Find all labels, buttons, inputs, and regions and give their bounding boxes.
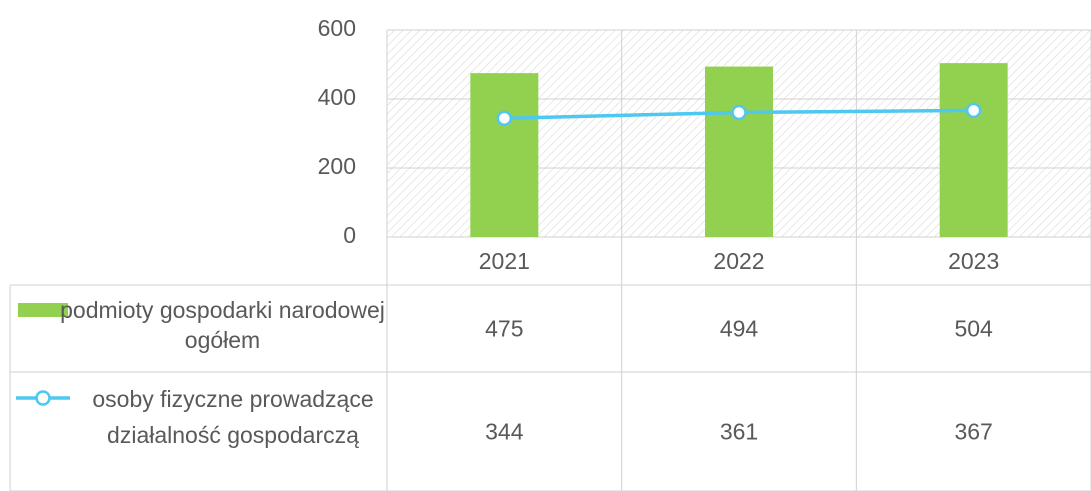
- bar: [705, 66, 773, 237]
- x-tick-label: 2021: [479, 248, 530, 274]
- table-value: 344: [485, 419, 524, 445]
- x-tick-label: 2023: [948, 248, 999, 274]
- table-value: 494: [720, 316, 759, 342]
- line-marker: [496, 110, 513, 127]
- bar: [939, 63, 1008, 238]
- y-tick-label: 400: [318, 84, 356, 110]
- y-tick-label: 0: [343, 222, 356, 248]
- legend-key: [18, 303, 68, 317]
- table-value: 367: [954, 419, 992, 445]
- y-tick-label: 200: [318, 153, 356, 179]
- table-value: 475: [485, 316, 523, 342]
- x-tick-label: 2022: [713, 248, 764, 274]
- table-value: 361: [720, 419, 758, 445]
- line-marker: [965, 102, 982, 119]
- line-marker: [731, 104, 747, 121]
- bar: [470, 73, 539, 237]
- legend-key-marker: [35, 390, 51, 406]
- y-tick-label: 600: [318, 15, 356, 41]
- table-value: 504: [954, 316, 993, 342]
- table-row-label: osoby fizyczne prowadzące działalność go…: [92, 386, 374, 448]
- table-row-label: podmioty gospodarki narodowej ogółem: [60, 297, 385, 353]
